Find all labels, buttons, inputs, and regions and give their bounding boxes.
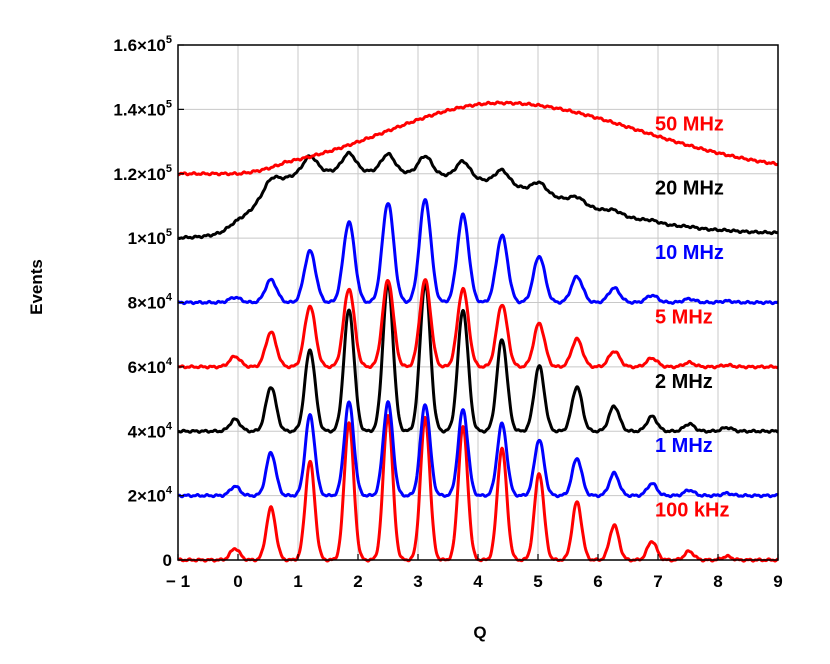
series-label-2-mhz: 2 MHz xyxy=(655,371,713,393)
x-tick-label: 2 xyxy=(353,572,362,591)
series-line-5-mhz xyxy=(177,278,779,370)
x-tick-label: 9 xyxy=(773,572,782,591)
series-label-5-mhz: 5 MHz xyxy=(655,306,713,328)
y-tick-label: 1.6×105 xyxy=(113,34,172,55)
series-line-10-mhz xyxy=(177,198,779,306)
series-group xyxy=(177,100,779,563)
y-tick-label: 0 xyxy=(163,551,172,570)
y-tick-label: 2×104 xyxy=(128,485,173,506)
series-line-20-mhz xyxy=(177,150,779,240)
x-tick-label: 4 xyxy=(473,572,483,591)
y-tick-label: 1.4×105 xyxy=(113,98,172,119)
series-line-1-mhz xyxy=(177,400,779,499)
series-label-1-mhz: 1 MHz xyxy=(655,435,713,457)
x-axis-ticks: − 1 0 1 2 3 4 5 6 7 8 9 xyxy=(166,554,783,591)
y-axis-ticks: 0 2×104 4×104 6×104 8×104 1×105 1.2×105 1.4×105… xyxy=(113,34,184,570)
series-label-10-mhz: 10 MHz xyxy=(655,242,724,264)
series-label-100-khz: 100 kHz xyxy=(655,500,730,522)
y-tick-label: 4×104 xyxy=(128,420,173,441)
series-label-50-mhz: 50 MHz xyxy=(655,113,724,135)
y-tick-label: 1×105 xyxy=(128,227,172,248)
y-tick-label: 6×104 xyxy=(128,356,173,377)
x-tick-label: 3 xyxy=(413,572,422,591)
y-axis-label: Events xyxy=(27,259,46,315)
x-tick-label: 5 xyxy=(533,572,542,591)
y-tick-label: 8×104 xyxy=(128,292,173,313)
series-labels: 50 MHz 20 MHz 10 MHz 5 MHz 2 MHz 1 MHz 100 kHz xyxy=(655,113,730,521)
x-tick-label: − 1 xyxy=(166,572,190,591)
series-line-50-mhz xyxy=(177,100,779,177)
x-tick-label: 7 xyxy=(653,572,662,591)
series-line-2-mhz xyxy=(177,280,779,434)
x-tick-label: 6 xyxy=(593,572,602,591)
x-tick-label: 1 xyxy=(293,572,302,591)
x-axis-label: Q xyxy=(473,623,486,642)
x-tick-label: 0 xyxy=(233,572,242,591)
series-label-20-mhz: 20 MHz xyxy=(655,178,724,200)
x-tick-label: 8 xyxy=(713,572,722,591)
y-tick-label: 1.2×105 xyxy=(113,163,172,184)
